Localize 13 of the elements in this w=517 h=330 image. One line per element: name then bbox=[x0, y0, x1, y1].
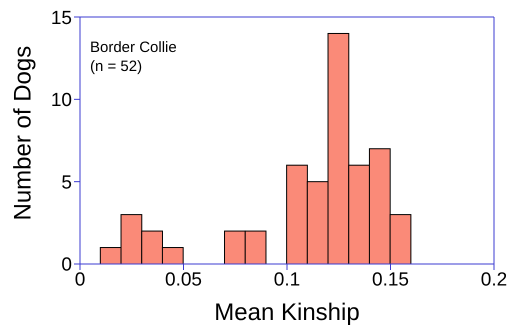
x-axis-title: Mean Kinship bbox=[214, 299, 360, 326]
y-tick-label: 0 bbox=[61, 254, 72, 276]
annotation: Border Collie bbox=[90, 38, 177, 57]
annotation: (n = 52) bbox=[90, 57, 144, 76]
y-tick-label: 15 bbox=[50, 8, 72, 29]
x-tick-label: 0.1 bbox=[274, 269, 300, 290]
x-tick-label: 0.2 bbox=[480, 269, 508, 290]
y-tick-label: 5 bbox=[61, 172, 72, 194]
y-axis-title: Number of Dogs bbox=[10, 46, 37, 220]
x-tick-label: 0.05 bbox=[165, 269, 202, 290]
x-tick-label: 0.15 bbox=[372, 269, 409, 290]
x-tick-label: 0 bbox=[74, 269, 86, 290]
y-tick-label: 10 bbox=[50, 90, 72, 112]
